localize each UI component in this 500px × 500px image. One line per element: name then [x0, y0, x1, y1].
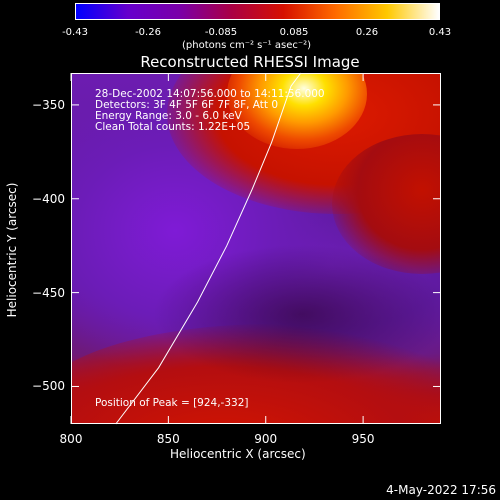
y-tick-label: −450 — [32, 285, 65, 300]
colorbar-units: (photons cm⁻² s⁻¹ asec⁻²) — [182, 40, 312, 51]
colorbar-tick-label: 0.26 — [355, 27, 379, 38]
info-detectors: Detectors: 3F 4F 5F 6F 7F 8F, Att 0 — [95, 99, 279, 111]
x-tick-label: 850 — [156, 432, 180, 446]
x-tick-label: 950 — [351, 432, 375, 446]
y-axis-ticks — [71, 104, 441, 387]
y-tick-label: −500 — [32, 379, 65, 394]
x-tick-label: 900 — [254, 432, 278, 446]
y-tick-label: −400 — [32, 191, 65, 206]
chart-title: Reconstructed RHESSI Image — [140, 53, 360, 71]
solar-limb-curve — [115, 72, 302, 425]
colorbar-tick-label: -0.43 — [62, 27, 88, 38]
x-axis-ticks — [70, 73, 364, 424]
y-tick-label: −350 — [32, 97, 65, 112]
info-time-range: 28-Dec-2002 14:07:56.000 to 14:11:56.000 — [95, 88, 325, 100]
y-axis-label: Heliocentric Y (arcsec) — [5, 182, 19, 318]
footer-date: 4-May-2022 17:56 — [386, 483, 496, 497]
info-energy-range: Energy Range: 3.0 - 6.0 keV — [95, 110, 242, 122]
heatmap-dark-ring — [152, 244, 440, 384]
colorbar — [75, 3, 440, 20]
colorbar-tick-label: 0.43 — [428, 27, 452, 38]
peak-position-label: Position of Peak = [924,-332] — [95, 397, 249, 409]
heatmap-image — [71, 73, 441, 424]
colorbar-tick-label: -0.085 — [204, 27, 238, 38]
colorbar-tick-label: -0.26 — [135, 27, 161, 38]
x-tick-label: 800 — [59, 432, 83, 446]
colorbar-tick-label: 0.085 — [279, 27, 309, 38]
x-axis-label: Heliocentric X (arcsec) — [170, 447, 306, 461]
info-clean-counts: Clean Total counts: 1.22E+05 — [95, 121, 251, 133]
